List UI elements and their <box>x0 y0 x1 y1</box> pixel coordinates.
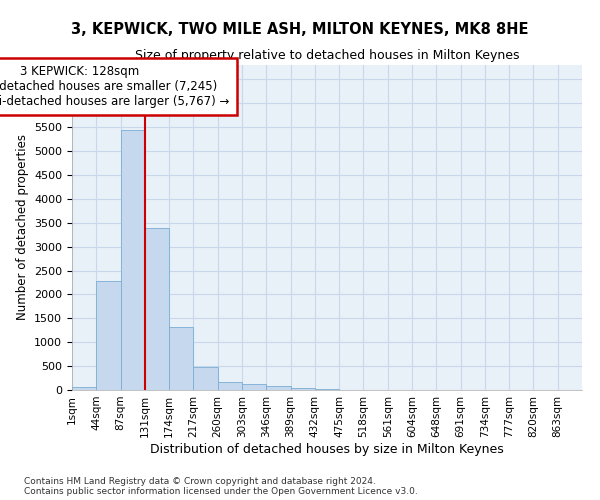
Bar <box>266 386 290 390</box>
Text: Contains HM Land Registry data © Crown copyright and database right 2024.: Contains HM Land Registry data © Crown c… <box>24 478 376 486</box>
Bar <box>218 382 242 390</box>
Bar <box>121 130 145 390</box>
Bar <box>315 389 339 390</box>
Text: 3, KEPWICK, TWO MILE ASH, MILTON KEYNES, MK8 8HE: 3, KEPWICK, TWO MILE ASH, MILTON KEYNES,… <box>71 22 529 38</box>
Bar <box>72 386 96 390</box>
Bar <box>242 384 266 390</box>
Bar <box>96 281 121 390</box>
Title: Size of property relative to detached houses in Milton Keynes: Size of property relative to detached ho… <box>135 50 519 62</box>
Text: Contains public sector information licensed under the Open Government Licence v3: Contains public sector information licen… <box>24 488 418 496</box>
Text: 3 KEPWICK: 128sqm
← 55% of detached houses are smaller (7,245)
44% of semi-detac: 3 KEPWICK: 128sqm ← 55% of detached hous… <box>0 65 229 108</box>
Bar <box>290 388 315 390</box>
Y-axis label: Number of detached properties: Number of detached properties <box>16 134 29 320</box>
Bar <box>169 328 193 390</box>
X-axis label: Distribution of detached houses by size in Milton Keynes: Distribution of detached houses by size … <box>150 442 504 456</box>
Bar <box>145 228 169 390</box>
Bar <box>193 367 218 390</box>
